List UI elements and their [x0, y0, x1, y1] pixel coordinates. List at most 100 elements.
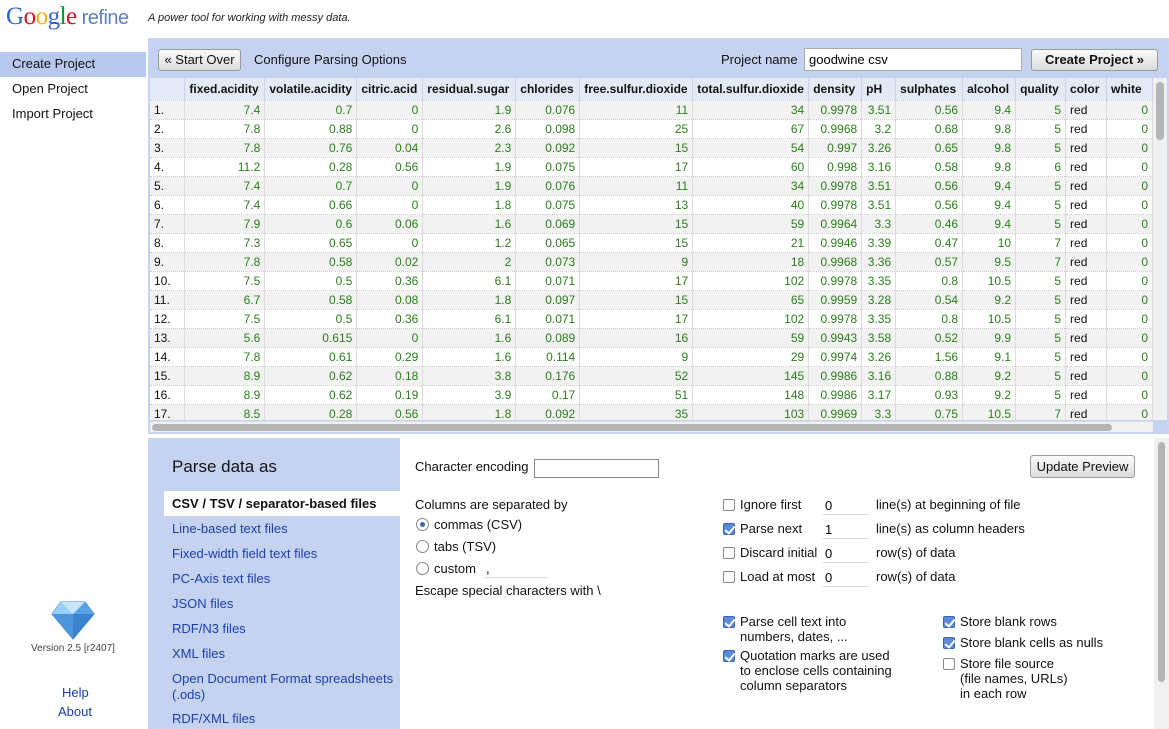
load-at-most-input[interactable] — [823, 568, 869, 587]
store-blank-rows-label: Store blank rows — [960, 614, 1057, 629]
table-row: 16. 8.9 0.62 0.19 3.9 0.17 51 148 0.9986 3.17 0.93… — [150, 384, 1153, 404]
table-cell: red — [1065, 403, 1107, 420]
store-blank-cells-checkbox[interactable] — [943, 637, 955, 649]
google-refine-logo[interactable]: Google refine — [6, 3, 129, 31]
table-cell: red — [1065, 99, 1107, 119]
table-cell: 1.8 — [422, 289, 517, 309]
table-cell: 5 — [1015, 384, 1067, 404]
table-header-row: fixed.acidity volatile.acidity citric.acid… — [150, 78, 1153, 100]
format-rdf-xml[interactable]: RDF/XML files — [172, 711, 256, 726]
parse-heading: Parse data as — [172, 457, 277, 476]
nav-import-project[interactable]: Import Project — [12, 106, 93, 121]
table-cell: 0.9943 — [808, 327, 863, 347]
scrollbar-thumb[interactable] — [152, 424, 1112, 431]
discard-initial-checkbox[interactable] — [723, 547, 735, 559]
table-cell: 0.8 — [895, 270, 964, 290]
load-at-most-checkbox[interactable] — [723, 571, 735, 583]
store-blank-cells-label: Store blank cells as nulls — [960, 635, 1104, 650]
parse-next-checkbox[interactable] — [723, 523, 735, 535]
format-pc-axis[interactable]: PC-Axis text files — [172, 571, 271, 586]
table-cell: 0.8 — [895, 308, 964, 328]
table-cell: 0 — [1106, 156, 1153, 176]
update-preview-button[interactable]: Update Preview — [1030, 455, 1135, 478]
format-line-based[interactable]: Line-based text files — [172, 521, 288, 536]
table-cell: 0 — [1106, 251, 1153, 271]
table-row: 17. 8.5 0.28 0.56 1.8 0.092 35 103 0.9969 3.3 0.75… — [150, 403, 1153, 420]
table-cell: 59 — [692, 213, 810, 233]
table-cell: 8.9 — [184, 384, 266, 404]
create-project-button[interactable]: Create Project » — [1031, 49, 1158, 71]
nav-create-project[interactable]: Create Project — [0, 52, 146, 77]
table-cell: 17 — [579, 308, 694, 328]
table-cell: 0.9978 — [808, 194, 863, 214]
format-xml[interactable]: XML files — [172, 646, 225, 661]
tabs-radio[interactable] — [416, 540, 429, 553]
table-cell: 0.097 — [515, 289, 581, 309]
table-cell: 67 — [692, 118, 810, 138]
table-cell: 7.5 — [184, 308, 266, 328]
options-vertical-scrollbar[interactable] — [1154, 438, 1169, 729]
nav-open-project[interactable]: Open Project — [12, 81, 88, 96]
preview-horizontal-scrollbar[interactable] — [150, 421, 1153, 432]
table-row: 8. 7.3 0.65 0 1.2 0.065 15 21 0.9946 3.39 0.47 10 7 r… — [150, 232, 1153, 252]
table-cell: 1.6 — [422, 213, 517, 233]
table-cell: 0.076 — [515, 175, 581, 195]
table-cell: 0 — [356, 118, 424, 138]
format-rdf-n3[interactable]: RDF/N3 files — [172, 621, 246, 636]
start-over-button[interactable]: « Start Over — [158, 49, 241, 71]
store-file-source-checkbox[interactable] — [943, 658, 955, 670]
help-link[interactable]: Help — [62, 685, 89, 700]
table-cell: 2.6 — [422, 118, 517, 138]
table-row: 3. 7.8 0.76 0.04 2.3 0.092 15 54 0.997 3.26 0.65 9.… — [150, 137, 1153, 157]
character-encoding-input[interactable] — [534, 459, 659, 478]
table-cell: red — [1065, 194, 1107, 214]
table-cell: 0.075 — [515, 156, 581, 176]
table-cell: 7.8 — [184, 137, 266, 157]
table-cell: 3.26 — [861, 346, 897, 366]
about-link[interactable]: About — [58, 704, 92, 719]
discard-initial-input[interactable] — [823, 544, 869, 563]
store-file-source-label-2: (file names, URLs) — [960, 671, 1068, 686]
table-cell: 5 — [1015, 175, 1067, 195]
table-cell: 9.2 — [962, 365, 1017, 385]
table-cell: 1.56 — [895, 346, 964, 366]
table-cell: 0.28 — [264, 403, 358, 420]
parse-next-input[interactable] — [823, 520, 869, 539]
table-row: 10. 7.5 0.5 0.36 6.1 0.071 17 102 0.9978 3.35 0.8 1… — [150, 270, 1153, 290]
custom-separator-input[interactable] — [484, 560, 548, 578]
table-cell: 3.51 — [861, 194, 897, 214]
table-cell: 0.68 — [895, 118, 964, 138]
format-csv-tsv[interactable]: CSV / TSV / separator-based files — [164, 491, 400, 516]
column-header: white — [1106, 78, 1153, 100]
table-cell: red — [1065, 137, 1107, 157]
table-cell: 7.8 — [184, 346, 266, 366]
format-fixed-width[interactable]: Fixed-width field text files — [172, 546, 318, 561]
table-cell: 0.52 — [895, 327, 964, 347]
parse-cell-text-checkbox[interactable] — [723, 616, 735, 628]
project-name-input[interactable] — [804, 48, 1022, 71]
custom-radio[interactable] — [416, 562, 429, 575]
table-cell: 7.9 — [184, 213, 266, 233]
ignore-first-input[interactable] — [823, 496, 869, 515]
row-index-cell: 11. — [150, 289, 186, 309]
table-cell: 5.6 — [184, 327, 266, 347]
column-header: citric.acid — [356, 78, 424, 100]
scrollbar-thumb[interactable] — [1156, 82, 1164, 140]
row-index-cell: 10. — [150, 270, 186, 290]
format-json[interactable]: JSON files — [172, 596, 234, 611]
format-ods[interactable]: Open Document Format spreadsheets (.ods) — [172, 671, 394, 702]
ignore-first-checkbox[interactable] — [723, 499, 735, 511]
table-cell: 25 — [579, 118, 694, 138]
table-cell: 0 — [1106, 346, 1153, 366]
table-cell: 3.26 — [861, 137, 897, 157]
logo-letter: o — [23, 3, 37, 30]
table-cell: 0 — [356, 99, 424, 119]
table-cell: 1.8 — [422, 194, 517, 214]
preview-vertical-scrollbar[interactable] — [1153, 78, 1167, 420]
quotation-marks-checkbox[interactable] — [723, 650, 735, 662]
table-cell: red — [1065, 251, 1107, 271]
commas-label: commas (CSV) — [434, 517, 523, 532]
commas-radio[interactable] — [416, 518, 429, 531]
scrollbar-thumb[interactable] — [1158, 442, 1165, 682]
store-blank-rows-checkbox[interactable] — [943, 616, 955, 628]
